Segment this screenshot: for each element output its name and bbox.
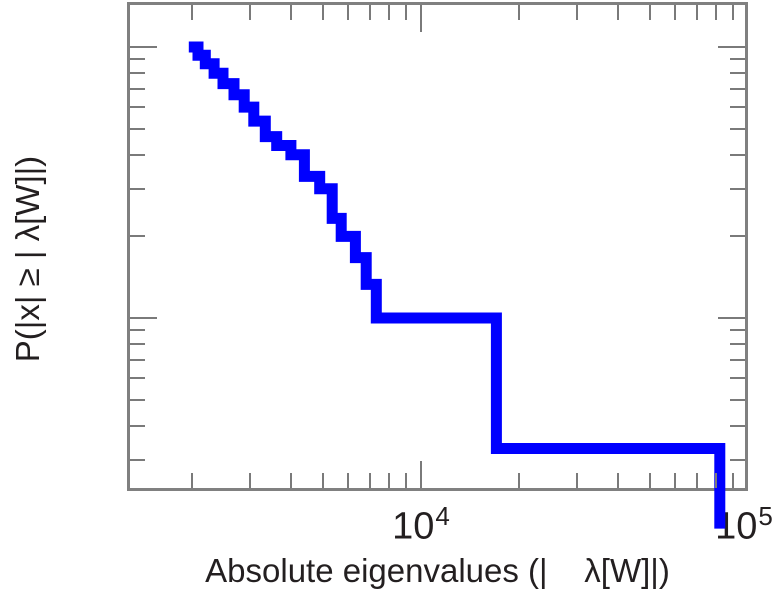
y-tick-right-minor-0.30000000000000004 bbox=[730, 187, 745, 190]
x-tick-minor-2000 bbox=[191, 473, 194, 488]
x-tick-top-minor-9000 bbox=[405, 5, 408, 20]
y-tick-right-minor-0.09 bbox=[730, 329, 745, 332]
x-tick-top-minor-30000 bbox=[576, 5, 579, 20]
x-tick-top-minor-60000 bbox=[674, 5, 677, 20]
x-tick-top-minor-5000 bbox=[321, 5, 324, 20]
x-tick-minor-5000 bbox=[321, 473, 324, 488]
x-tick-minor-60000 bbox=[674, 473, 677, 488]
y-tick-right-minor-0.5 bbox=[730, 127, 745, 130]
x-tick-minor-8000 bbox=[388, 473, 391, 488]
x-tick-major-10000 bbox=[420, 461, 422, 488]
x-tick-top-minor-40000 bbox=[616, 5, 619, 20]
y-tick-right-minor-0.4 bbox=[730, 153, 745, 156]
x-tick-top-major-10000 bbox=[420, 5, 422, 32]
y-tick-right-minor-0.2 bbox=[730, 235, 745, 238]
y-tick-right-minor-0.06 bbox=[730, 377, 745, 380]
y-tick-minor-0.04 bbox=[130, 424, 145, 427]
x-tick-top-minor-70000 bbox=[696, 5, 699, 20]
y-tick-minor-0.05 bbox=[130, 398, 145, 401]
y-tick-major-1 bbox=[130, 46, 157, 48]
y-tick-minor-0.30000000000000004 bbox=[130, 187, 145, 190]
y-tick-minor-0.09 bbox=[130, 329, 145, 332]
x-tick-minor-4000 bbox=[289, 473, 292, 488]
x-tick-minor-70000 bbox=[696, 473, 699, 488]
y-tick-minor-0.03 bbox=[130, 458, 145, 461]
y-tick-major-0.1 bbox=[130, 317, 157, 319]
x-tick-top-minor-4000 bbox=[289, 5, 292, 20]
x-tick-minor-6000 bbox=[347, 473, 350, 488]
y-tick-minor-0.5 bbox=[130, 127, 145, 130]
ccdf-step-path bbox=[188, 41, 726, 529]
x-tick-top-minor-3000 bbox=[249, 5, 252, 20]
x-tick-minor-7000 bbox=[369, 473, 372, 488]
x-tick-top-minor-8000 bbox=[388, 5, 391, 20]
y-tick-right-minor-0.04 bbox=[730, 424, 745, 427]
y-tick-minor-0.7000000000000001 bbox=[130, 87, 145, 90]
y-tick-minor-0.6000000000000001 bbox=[130, 106, 145, 109]
y-tick-minor-0.07 bbox=[130, 358, 145, 361]
y-tick-minor-0.06 bbox=[130, 377, 145, 380]
x-tick-minor-80000 bbox=[715, 473, 718, 488]
ccdf-step-curve bbox=[188, 41, 726, 529]
y-tick-minor-0.2 bbox=[130, 235, 145, 238]
y-tick-right-major-1 bbox=[718, 46, 745, 48]
x-tick-minor-20000 bbox=[518, 473, 521, 488]
y-tick-right-minor-0.9 bbox=[730, 58, 745, 61]
x-tick-minor-3000 bbox=[249, 473, 252, 488]
y-tick-right-minor-0.03 bbox=[730, 458, 745, 461]
y-tick-right-minor-0.05 bbox=[730, 398, 745, 401]
y-tick-minor-0.8 bbox=[130, 72, 145, 75]
x-tick-top-minor-80000 bbox=[715, 5, 718, 20]
x-tick-top-minor-7000 bbox=[369, 5, 372, 20]
x-tick-top-minor-20000 bbox=[518, 5, 521, 20]
plot-area bbox=[130, 5, 745, 529]
x-tick-top-minor-50000 bbox=[648, 5, 651, 20]
y-tick-right-minor-0.08 bbox=[730, 343, 745, 346]
y-tick-right-major-0.1 bbox=[718, 317, 745, 319]
y-tick-minor-0.9 bbox=[130, 58, 145, 61]
x-tick-top-minor-6000 bbox=[347, 5, 350, 20]
x-axis-title: Absolute eigenvalues (| λ[W]|) bbox=[205, 552, 670, 589]
x-tick-top-minor-2000 bbox=[191, 5, 194, 20]
y-tick-minor-0.4 bbox=[130, 153, 145, 156]
y-axis-title: P(|x| ≥ | λ[W]|) bbox=[9, 155, 46, 363]
x-tick-minor-9000 bbox=[405, 473, 408, 488]
y-tick-minor-0.08 bbox=[130, 343, 145, 346]
x-tick-minor-90000 bbox=[732, 473, 735, 488]
x-tick-top-minor-90000 bbox=[732, 5, 735, 20]
x-tick-label-1e4: 104 bbox=[392, 501, 450, 548]
x-tick-minor-50000 bbox=[648, 473, 651, 488]
y-tick-right-minor-0.6000000000000001 bbox=[730, 106, 745, 109]
y-tick-right-minor-0.7000000000000001 bbox=[730, 87, 745, 90]
plot-frame bbox=[127, 2, 748, 529]
x-tick-minor-30000 bbox=[576, 473, 579, 488]
y-tick-right-minor-0.8 bbox=[730, 72, 745, 75]
y-tick-right-minor-0.07 bbox=[730, 358, 745, 361]
x-tick-minor-40000 bbox=[616, 473, 619, 488]
